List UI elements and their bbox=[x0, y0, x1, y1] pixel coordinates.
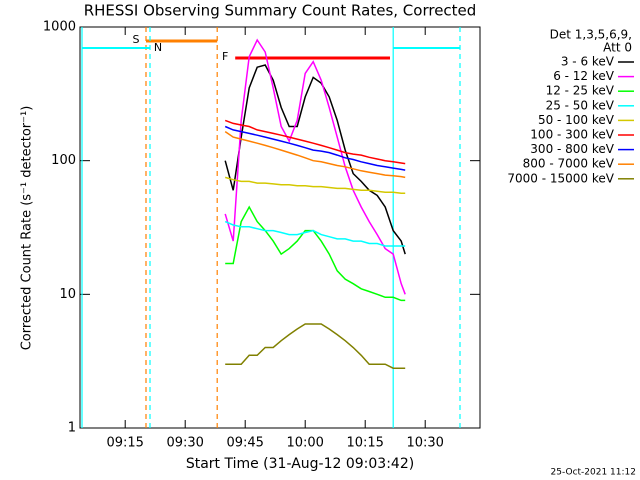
x-tick-label: 10:30 bbox=[406, 436, 443, 451]
y-tick-label: 10 bbox=[59, 287, 76, 302]
x-tick-label: 10:15 bbox=[346, 436, 383, 451]
x-axis-label: Start Time (31-Aug-12 09:03:42) bbox=[186, 456, 414, 472]
x-tick-label: 09:15 bbox=[106, 436, 143, 451]
legend-label: 50 - 100 keV bbox=[538, 113, 615, 127]
flag-label: F bbox=[222, 50, 228, 63]
series-line bbox=[224, 125, 406, 171]
footer: 25-Oct-2021 11:12 bbox=[551, 468, 636, 478]
series-line bbox=[224, 119, 406, 165]
legend-label: 3 - 6 keV bbox=[561, 55, 615, 69]
y-tick-label: 1000 bbox=[43, 20, 76, 35]
y-tick-label: 100 bbox=[51, 153, 76, 168]
series-line bbox=[224, 176, 406, 195]
legend-label: 12 - 25 keV bbox=[546, 84, 615, 98]
legend-label: 25 - 50 keV bbox=[546, 98, 615, 112]
flag-label: N bbox=[154, 41, 162, 54]
x-tick-label: 09:30 bbox=[166, 436, 203, 451]
legend-label: 7000 - 15000 keV bbox=[507, 171, 614, 185]
x-tick-label: 09:45 bbox=[226, 436, 263, 451]
legend-label: 300 - 800 keV bbox=[530, 142, 614, 156]
legend-header: Att 0 bbox=[603, 41, 632, 55]
chart-title: RHESSI Observing Summary Count Rates, Co… bbox=[84, 2, 477, 20]
y-axis-label: Corrected Count Rate (s⁻¹ detector⁻¹) bbox=[20, 106, 35, 351]
legend-label: 800 - 7000 keV bbox=[523, 157, 615, 171]
series-line bbox=[225, 323, 406, 369]
y-tick-label: 1 bbox=[68, 421, 76, 436]
series-line bbox=[224, 130, 406, 179]
series-line bbox=[224, 64, 406, 255]
legend-header: Det 1,3,5,6,9, bbox=[550, 28, 632, 42]
x-tick-label: 10:00 bbox=[286, 436, 323, 451]
flag-label: S bbox=[133, 33, 140, 46]
legend-label: 6 - 12 keV bbox=[553, 69, 615, 83]
series-line bbox=[224, 38, 406, 295]
series-line bbox=[225, 205, 406, 302]
plot-frame bbox=[79, 26, 481, 429]
series-line bbox=[224, 220, 406, 247]
legend-label: 100 - 300 keV bbox=[530, 128, 614, 142]
